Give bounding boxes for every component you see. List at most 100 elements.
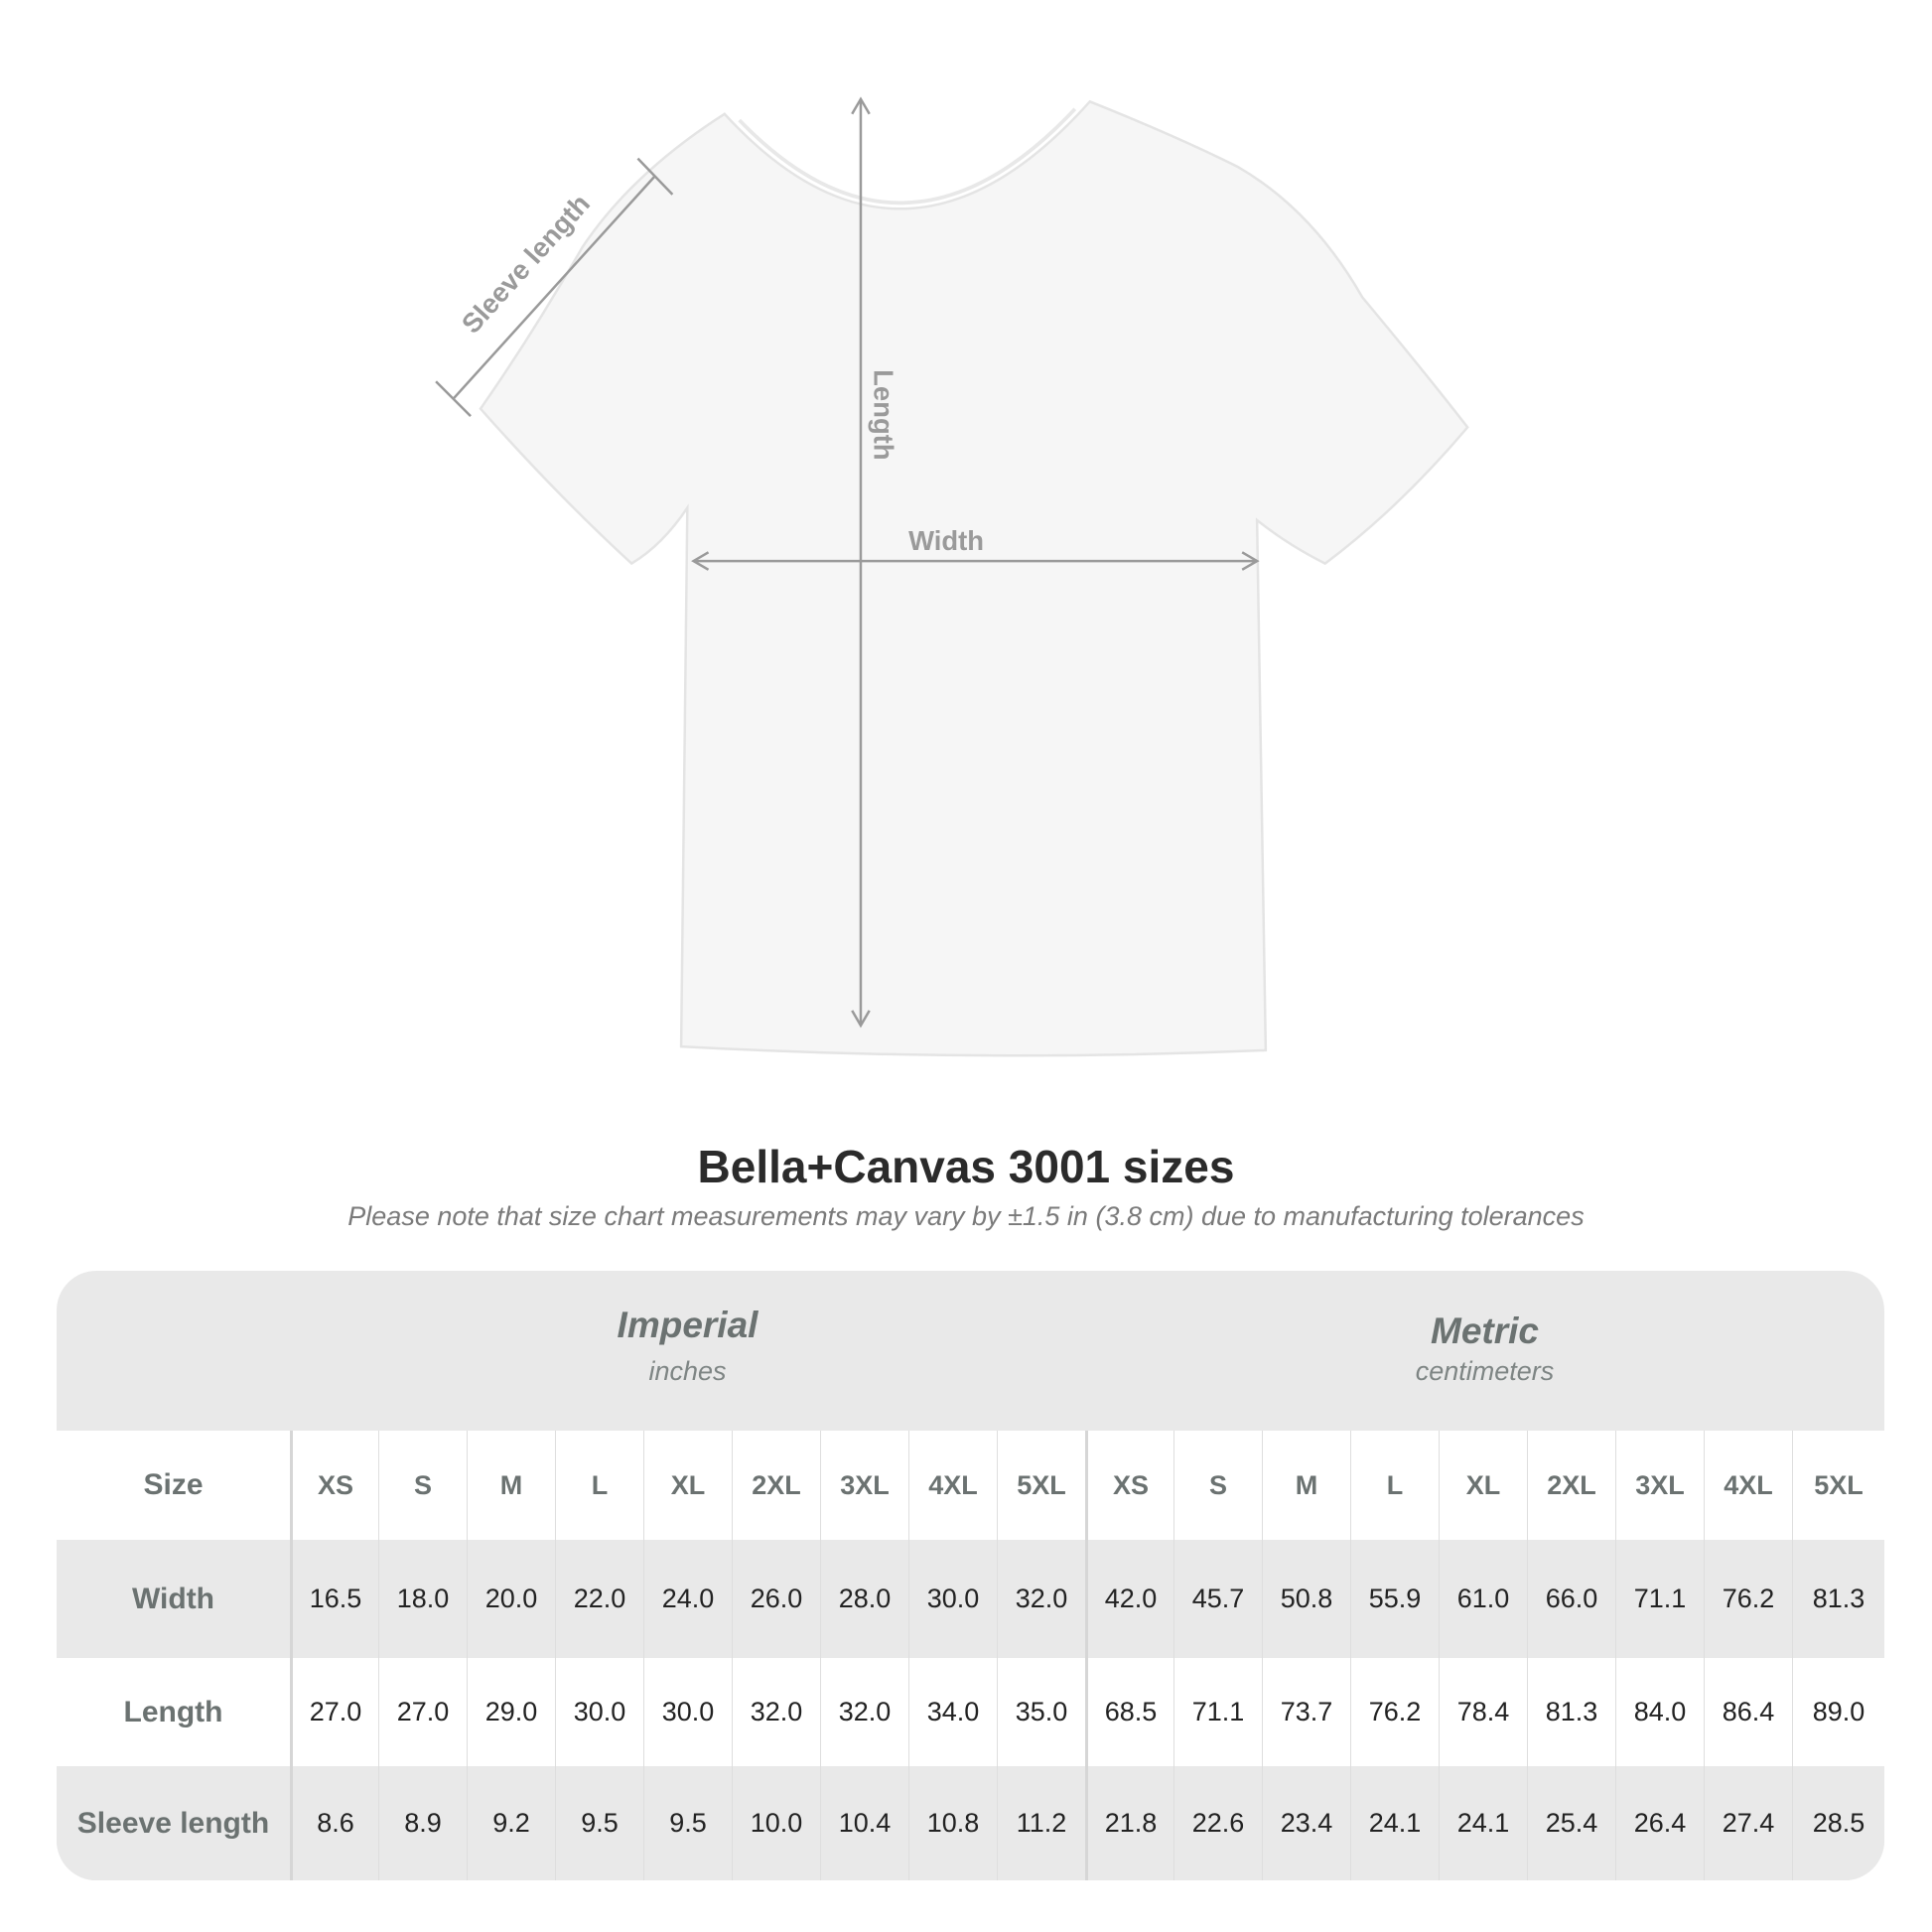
imperial-value-cell: 9.5 [555,1766,643,1880]
sleeve-tick-top [636,157,674,196]
metric-value-cell: 24.1 [1439,1766,1527,1880]
imperial-header: Imperial inches [290,1271,1085,1431]
metric-value-cell: 24.1 [1350,1766,1439,1880]
sleeve-tick-bottom [435,380,472,418]
metric-value-cell: 25.4 [1527,1766,1615,1880]
metric-value-cell: 27.4 [1704,1766,1792,1880]
metric-size-header: S [1173,1431,1262,1540]
imperial-value-cell: 11.2 [997,1766,1085,1880]
imperial-label: Imperial [617,1305,759,1345]
row-label: Width [131,1582,215,1615]
imperial-value-cell: 16.5 [290,1540,378,1658]
size-table: Imperial inches Metric centimeters Size X… [57,1271,1884,1880]
metric-value-cell: 50.8 [1262,1540,1350,1658]
imperial-value-cell: 30.0 [643,1658,732,1766]
imperial-value-cell: 30.0 [908,1540,997,1658]
length-arrow-head-top [851,96,871,115]
imperial-value-cell: 32.0 [732,1658,820,1766]
row-label: Length [123,1695,223,1728]
imperial-value-cell: 8.9 [378,1766,467,1880]
imperial-value-cell: 32.0 [997,1540,1085,1658]
imperial-size-header: S [378,1431,467,1540]
imperial-value-cell: 27.0 [290,1658,378,1766]
metric-value-cell: 66.0 [1527,1540,1615,1658]
imperial-value-cell: 34.0 [908,1658,997,1766]
imperial-value-cell: 29.0 [467,1658,555,1766]
collar [738,107,1077,206]
metric-size-header: XS [1085,1431,1173,1540]
imperial-size-header: L [555,1431,643,1540]
imperial-value-cell: 30.0 [555,1658,643,1766]
metric-size-header: 4XL [1704,1431,1792,1540]
length-arrow-head-bottom [851,1010,871,1029]
imperial-value-cell: 32.0 [820,1658,908,1766]
imperial-value-cell: 9.5 [643,1766,732,1880]
metric-value-cell: 76.2 [1704,1540,1792,1658]
metric-value-cell: 68.5 [1085,1658,1173,1766]
metric-label: Metric [1431,1311,1539,1351]
imperial-value-cell: 10.4 [820,1766,908,1880]
metric-value-cell: 76.2 [1350,1658,1439,1766]
imperial-size-header: XS [290,1431,378,1540]
imperial-value-cell: 20.0 [467,1540,555,1658]
metric-size-header: 5XL [1792,1431,1884,1540]
table-row: Length 27.0 27.0 29.0 30.0 30.0 32.0 32.0 34.0 35… [57,1658,1884,1766]
metric-value-cell: 55.9 [1350,1540,1439,1658]
metric-value-cell: 61.0 [1439,1540,1527,1658]
metric-value-cell: 84.0 [1615,1658,1704,1766]
chart-title: Bella+Canvas 3001 sizes [697,1141,1235,1192]
metric-size-header: XL [1439,1431,1527,1540]
metric-value-cell: 23.4 [1262,1766,1350,1880]
imperial-size-header: 3XL [820,1431,908,1540]
table-row: Width 16.5 18.0 20.0 22.0 24.0 26.0 28.0 30.0 32.… [57,1540,1884,1658]
metric-unit: centimeters [1415,1356,1555,1386]
metric-value-cell: 73.7 [1262,1658,1350,1766]
metric-value-cell: 81.3 [1792,1540,1884,1658]
metric-size-header: 3XL [1615,1431,1704,1540]
imperial-size-header: 4XL [908,1431,997,1540]
imperial-value-cell: 26.0 [732,1540,820,1658]
imperial-value-cell: 22.0 [555,1540,643,1658]
metric-size-header: M [1262,1431,1350,1540]
imperial-value-cell: 10.0 [732,1766,820,1880]
imperial-size-header: XL [643,1431,732,1540]
metric-value-cell: 22.6 [1173,1766,1262,1880]
imperial-size-header: 5XL [997,1431,1085,1540]
sleeve-arrow [452,175,656,400]
metric-value-cell: 71.1 [1173,1658,1262,1766]
metric-value-cell: 71.1 [1615,1540,1704,1658]
imperial-value-cell: 35.0 [997,1658,1085,1766]
width-arrow-head-right [1241,551,1260,571]
size-header-row: Size XS S M L XL 2XL 3XL 4XL 5XL XS S M L XL 2XL 3XL 4XL 5… [57,1431,1884,1540]
imperial-unit: inches [648,1356,727,1386]
table-row: Sleeve length 8.6 8.9 9.2 9.5 9.5 10.0 10.4 10.8… [57,1766,1884,1880]
metric-value-cell: 81.3 [1527,1658,1615,1766]
imperial-value-cell: 9.2 [467,1766,555,1880]
imperial-value-cell: 18.0 [378,1540,467,1658]
length-label: Length [869,369,899,460]
imperial-size-header: M [467,1431,555,1540]
metric-value-cell: 28.5 [1792,1766,1884,1880]
row-label: Size [143,1468,204,1501]
metric-value-cell: 86.4 [1704,1658,1792,1766]
metric-value-cell: 89.0 [1792,1658,1884,1766]
imperial-value-cell: 8.6 [290,1766,378,1880]
metric-size-header: 2XL [1527,1431,1615,1540]
imperial-value-cell: 10.8 [908,1766,997,1880]
metric-value-cell: 42.0 [1085,1540,1173,1658]
imperial-value-cell: 27.0 [378,1658,467,1766]
metric-value-cell: 21.8 [1085,1766,1173,1880]
width-label: Width [908,525,984,556]
metric-header: Metric centimeters [1085,1271,1884,1431]
width-arrow-head-left [691,551,710,571]
imperial-value-cell: 28.0 [820,1540,908,1658]
tolerance-note: Please note that size chart measurements… [347,1201,1585,1231]
row-label: Sleeve length [76,1806,270,1840]
metric-size-header: L [1350,1431,1439,1540]
tshirt-shape [479,99,1469,1057]
metric-value-cell: 78.4 [1439,1658,1527,1766]
imperial-value-cell: 24.0 [643,1540,732,1658]
metric-value-cell: 26.4 [1615,1766,1704,1880]
